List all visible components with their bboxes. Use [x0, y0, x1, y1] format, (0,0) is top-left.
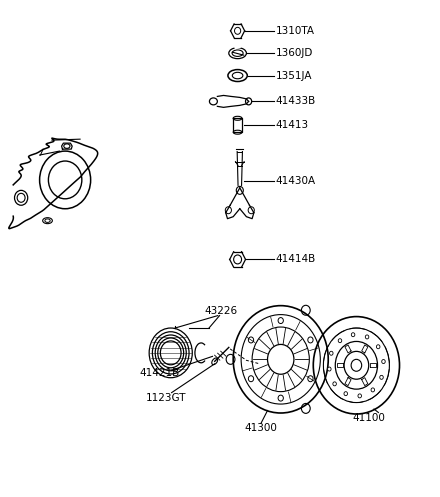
- Text: 41100: 41100: [352, 414, 385, 423]
- Circle shape: [380, 375, 383, 379]
- Text: 41433B: 41433B: [276, 96, 316, 106]
- Circle shape: [344, 392, 348, 396]
- Circle shape: [365, 335, 369, 339]
- Text: 41421B: 41421B: [140, 368, 180, 378]
- Circle shape: [377, 345, 380, 349]
- Circle shape: [308, 376, 313, 382]
- Circle shape: [333, 382, 336, 386]
- Circle shape: [358, 394, 362, 398]
- Circle shape: [327, 367, 331, 371]
- Text: 1360JD: 1360JD: [276, 48, 313, 58]
- Circle shape: [382, 359, 385, 363]
- Circle shape: [338, 338, 342, 342]
- Circle shape: [248, 337, 253, 343]
- Text: 41414B: 41414B: [276, 254, 316, 264]
- Text: 1310TA: 1310TA: [276, 26, 315, 36]
- Circle shape: [351, 332, 355, 336]
- Text: 1351JA: 1351JA: [276, 71, 312, 81]
- Text: 41300: 41300: [244, 423, 277, 433]
- Circle shape: [248, 376, 253, 382]
- Circle shape: [278, 318, 283, 324]
- Text: 41413: 41413: [276, 120, 309, 130]
- Circle shape: [371, 388, 374, 392]
- Text: 41430A: 41430A: [276, 176, 316, 186]
- Circle shape: [308, 337, 313, 343]
- Text: 1123GT: 1123GT: [146, 393, 187, 403]
- Circle shape: [278, 395, 283, 401]
- Text: 43226: 43226: [205, 306, 238, 316]
- Circle shape: [330, 351, 333, 355]
